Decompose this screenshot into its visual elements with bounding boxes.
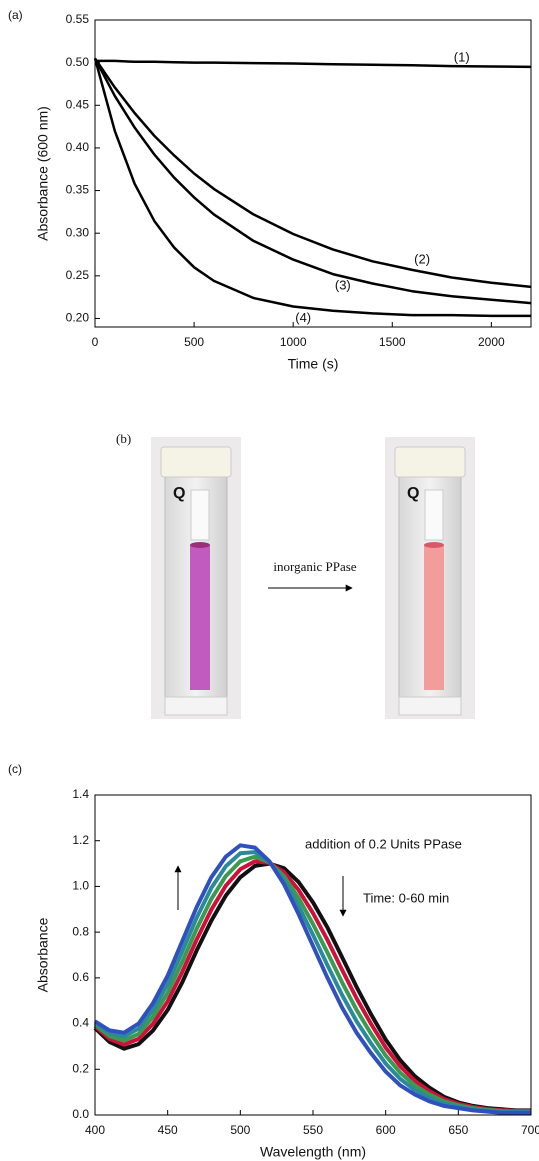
y-tick-label: 0.8	[72, 924, 89, 938]
annotation: addition of 0.2 Units PPase	[305, 836, 462, 851]
x-tick-label: 450	[158, 1123, 178, 1137]
cuvette-label: Q	[407, 485, 419, 502]
data-line	[93, 854, 531, 1114]
cuvette-cap	[394, 446, 466, 478]
cuvette-slot	[190, 489, 210, 541]
y-tick-label: 0.6	[72, 970, 89, 984]
y-tick-label: 0.40	[66, 140, 90, 154]
cuvette-slot	[424, 489, 444, 541]
cuvette-base	[398, 696, 462, 716]
meniscus	[424, 542, 444, 548]
data-line	[93, 843, 531, 1115]
x-axis-label: Time (s)	[288, 356, 339, 372]
data-line	[93, 850, 531, 1114]
liquid	[424, 545, 444, 690]
curve-label: (3)	[335, 278, 351, 293]
x-tick-label: 1500	[379, 335, 406, 349]
y-tick-label: 0.2	[72, 1061, 89, 1075]
x-tick-label: 2000	[478, 335, 505, 349]
x-tick-label: 400	[85, 1123, 105, 1137]
curve-label: (4)	[295, 310, 311, 325]
y-tick-label: 1.4	[72, 787, 89, 801]
x-axis-label: Wavelength (nm)	[260, 1144, 366, 1160]
y-tick-label: 0.35	[66, 183, 90, 197]
data-line	[93, 57, 532, 305]
arrow-label: inorganic PPase	[273, 559, 356, 574]
y-tick-label: 0.30	[66, 225, 90, 239]
x-tick-label: 700	[521, 1123, 539, 1137]
panel-label: (a)	[8, 8, 23, 22]
curve-label: (2)	[414, 251, 430, 266]
panel-label: (b)	[116, 431, 131, 446]
data-line	[93, 58, 531, 318]
x-tick-label: 0	[92, 335, 99, 349]
cuvette-label: Q	[173, 485, 185, 502]
meniscus	[190, 542, 210, 548]
x-tick-label: 500	[184, 335, 204, 349]
cuvette-base	[164, 696, 228, 716]
y-tick-label: 0.50	[66, 55, 90, 69]
x-tick-label: 550	[303, 1123, 323, 1137]
y-tick-label: 0.55	[66, 12, 90, 26]
y-tick-label: 0.0	[72, 1107, 89, 1121]
y-tick-label: 0.25	[66, 268, 90, 282]
data-line	[93, 57, 532, 289]
y-axis-label: Absorbance (600 nm)	[35, 106, 51, 241]
plot-area	[93, 57, 532, 318]
y-tick-label: 0.4	[72, 1016, 89, 1030]
liquid	[190, 545, 210, 690]
plot-frame	[94, 19, 532, 328]
y-tick-label: 0.20	[66, 311, 90, 325]
x-tick-label: 500	[230, 1123, 250, 1137]
panel-label: (c)	[8, 762, 22, 776]
data-line	[95, 59, 532, 69]
y-tick-label: 0.45	[66, 97, 90, 111]
x-tick-label: 1000	[280, 335, 307, 349]
y-tick-label: 1.0	[72, 879, 89, 893]
x-tick-label: 600	[376, 1123, 396, 1137]
curve-label: (1)	[454, 49, 470, 64]
plot-frame	[94, 794, 532, 1116]
annotation: Time: 0-60 min	[363, 890, 449, 905]
y-tick-label: 1.2	[72, 833, 89, 847]
cuvette-cap	[160, 446, 232, 478]
plot-area	[93, 843, 531, 1115]
y-axis-label: Absorbance	[35, 917, 51, 992]
x-tick-label: 650	[448, 1123, 468, 1137]
